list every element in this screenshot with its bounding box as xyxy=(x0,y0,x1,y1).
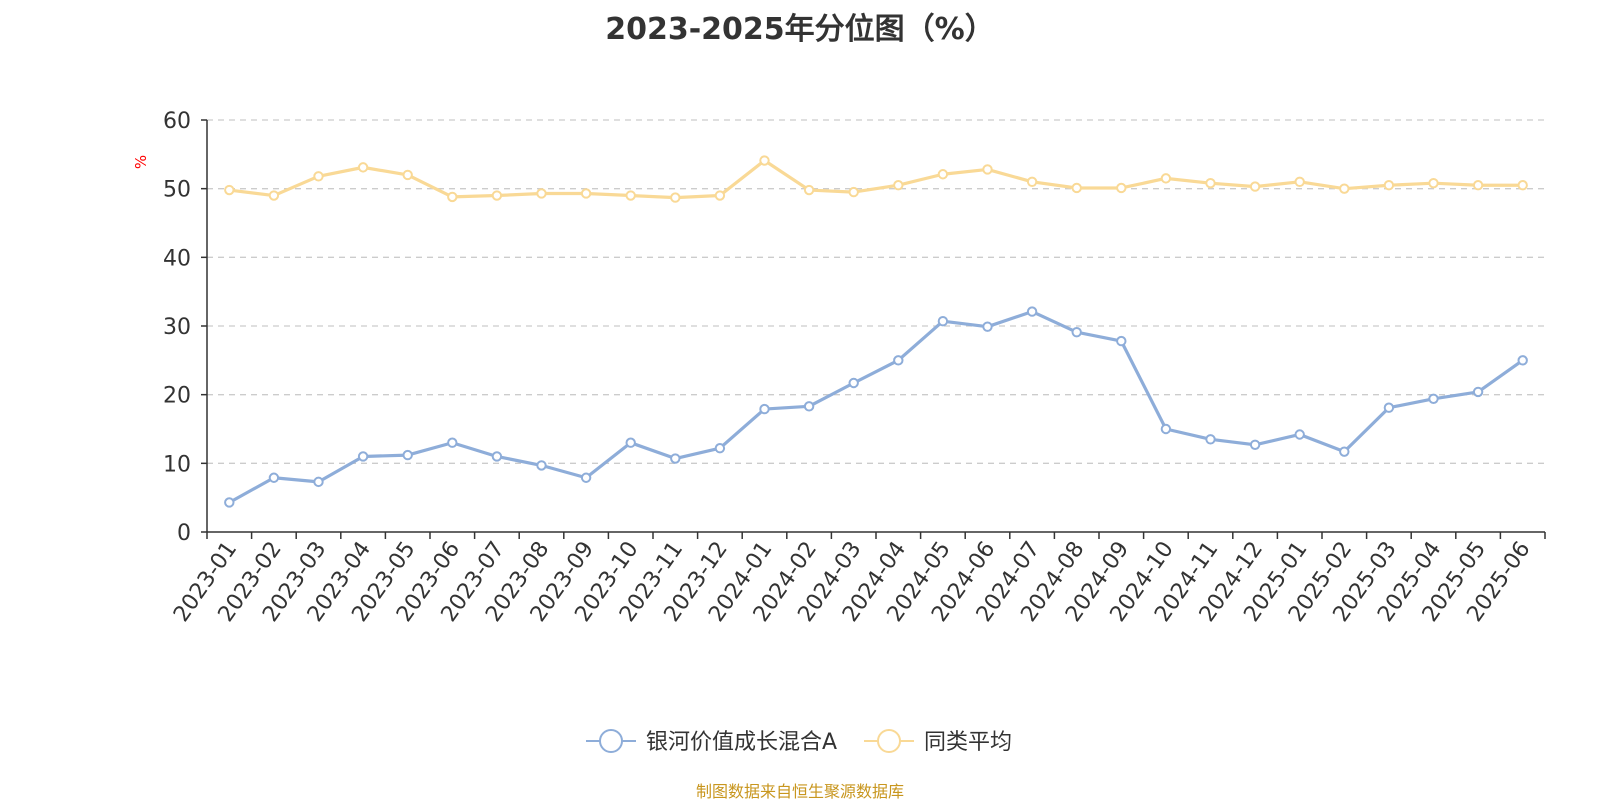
y-tick-label: 30 xyxy=(163,315,191,340)
data-point xyxy=(714,190,726,201)
data-point xyxy=(848,377,859,389)
data-point xyxy=(1294,176,1305,188)
data-point xyxy=(1472,386,1484,398)
data-point xyxy=(1071,182,1082,194)
data-point xyxy=(759,155,770,166)
legend[interactable]: 银河价值成长混合A 同类平均 xyxy=(586,729,1012,755)
legend-label: 同类平均 xyxy=(924,730,1012,755)
data-point xyxy=(1205,177,1216,189)
data-point xyxy=(714,443,726,454)
data-point xyxy=(1383,180,1395,191)
data-point xyxy=(1383,402,1395,413)
y-tick-label: 0 xyxy=(177,521,191,546)
data-point xyxy=(1294,429,1305,440)
data-source-note: 制图数据来自恒生聚源数据库 xyxy=(695,782,904,801)
data-point xyxy=(1160,423,1172,435)
line-chart: 0102030405060%2023-012023-022023-032023-… xyxy=(132,109,1546,755)
data-point xyxy=(1339,183,1350,194)
y-tick-label: 20 xyxy=(163,384,191,409)
data-point xyxy=(982,164,993,175)
legend-item-1[interactable]: 银河价值成长混合A xyxy=(586,729,837,755)
data-point xyxy=(536,188,547,199)
y-tick-label: 60 xyxy=(163,109,191,134)
data-point xyxy=(893,355,904,366)
data-point xyxy=(1116,335,1127,347)
data-point xyxy=(491,190,503,201)
data-point xyxy=(268,472,280,483)
data-point xyxy=(670,453,681,464)
series-lines xyxy=(224,155,1528,508)
data-point xyxy=(1249,181,1261,192)
y-tick-label: 10 xyxy=(163,452,191,477)
series-1 xyxy=(224,306,1528,508)
data-point xyxy=(1472,180,1484,191)
legend-label: 银河价值成长混合A xyxy=(646,730,837,755)
data-point xyxy=(357,451,369,462)
series-line xyxy=(229,158,1523,200)
data-point xyxy=(580,188,592,199)
data-point xyxy=(937,169,949,180)
chart-title: 2023-2025年分位图（%） xyxy=(605,12,995,47)
gridlines xyxy=(207,119,1545,464)
data-point xyxy=(1339,446,1350,457)
data-point xyxy=(536,460,547,471)
legend-marker xyxy=(877,729,901,753)
data-point xyxy=(1517,355,1528,366)
data-point xyxy=(447,437,458,448)
data-point xyxy=(625,190,636,201)
data-point xyxy=(1026,176,1038,188)
data-point xyxy=(1026,306,1038,317)
data-point xyxy=(1428,177,1439,189)
data-point xyxy=(937,315,949,327)
data-point xyxy=(803,401,815,412)
data-point xyxy=(759,403,770,415)
data-point xyxy=(402,169,413,181)
data-point xyxy=(1205,434,1216,445)
data-point xyxy=(893,180,904,191)
data-point xyxy=(982,321,993,332)
data-point xyxy=(1428,393,1439,404)
series-2 xyxy=(224,155,1528,203)
data-point xyxy=(1071,326,1082,338)
series-line xyxy=(228,309,1524,504)
data-point xyxy=(313,476,324,488)
data-point xyxy=(1249,439,1261,450)
data-point xyxy=(224,497,235,508)
data-point xyxy=(224,184,235,196)
data-point xyxy=(848,186,859,198)
legend-marker xyxy=(599,729,623,753)
data-point xyxy=(625,437,636,448)
data-point xyxy=(1116,182,1127,194)
data-point xyxy=(357,162,369,173)
data-point xyxy=(580,472,592,483)
data-point xyxy=(313,171,324,182)
data-point xyxy=(402,449,413,461)
data-point xyxy=(1517,180,1528,191)
y-axis-label: % xyxy=(132,155,150,169)
data-point xyxy=(670,192,681,203)
y-tick-label: 50 xyxy=(163,178,191,203)
data-point xyxy=(447,191,458,203)
data-point xyxy=(803,184,815,196)
data-point xyxy=(268,190,280,201)
legend-item-2[interactable]: 同类平均 xyxy=(864,729,1012,755)
y-tick-label: 40 xyxy=(163,246,191,271)
data-point xyxy=(1160,173,1172,184)
data-point xyxy=(491,451,503,462)
